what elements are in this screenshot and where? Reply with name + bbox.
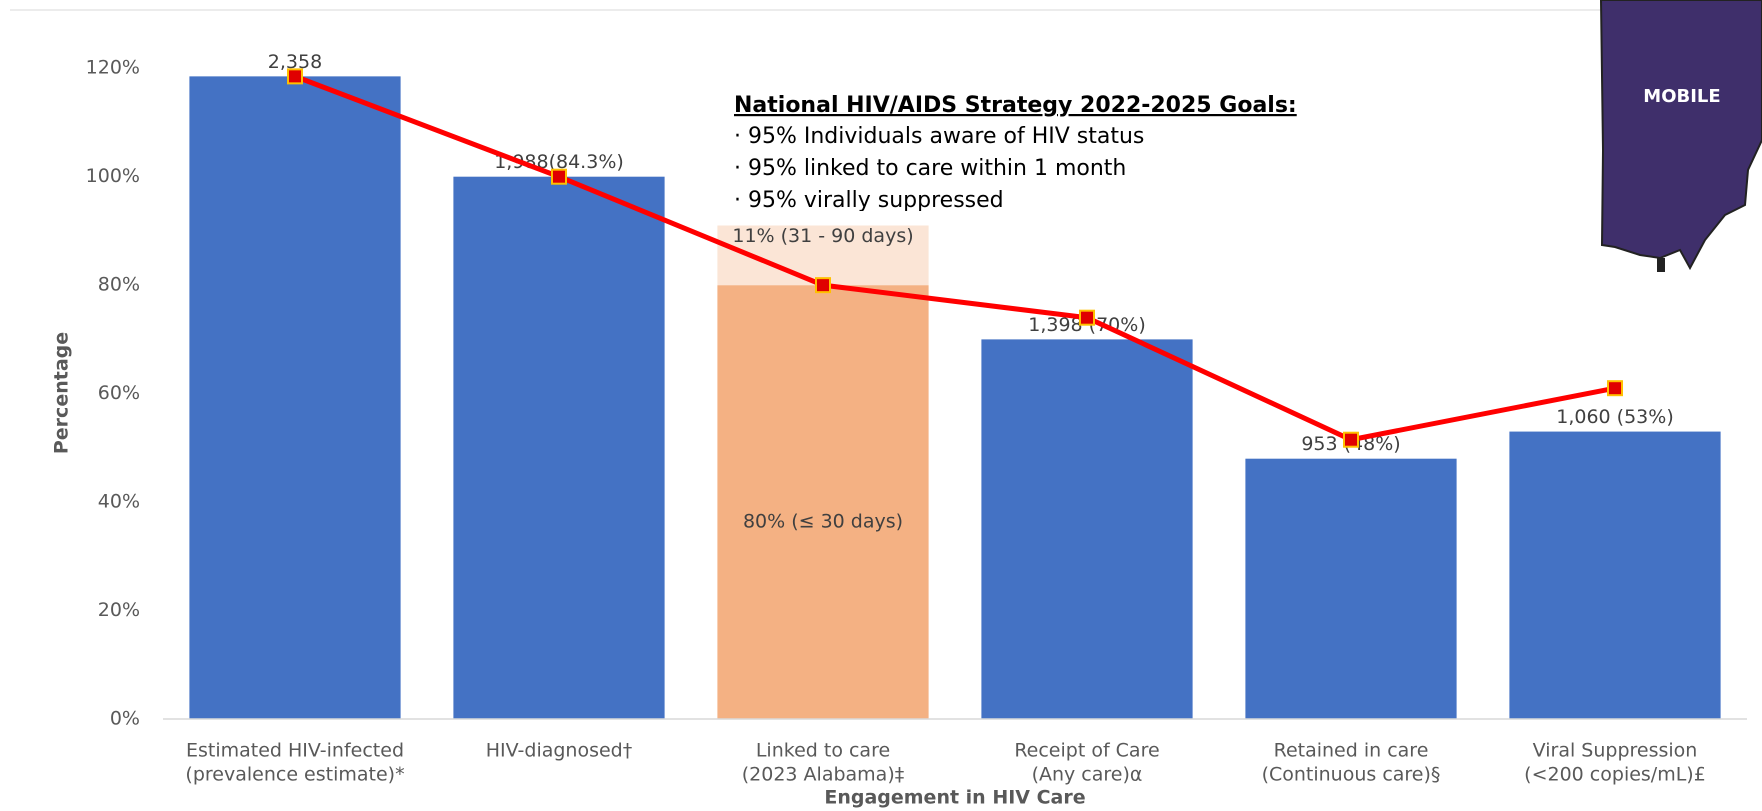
annotation: National HIV/AIDS Strategy 2022-2025 Goa…	[734, 93, 1297, 213]
x-tick-label: Viral Suppression	[1533, 740, 1698, 762]
line	[294, 74, 1616, 443]
y-tick-label: 0%	[110, 708, 140, 730]
y-tick-label: 60%	[98, 382, 140, 404]
map-inset: MOBILE	[1599, 0, 1762, 272]
bar	[1245, 458, 1457, 719]
bar	[189, 76, 401, 720]
x-tick-label: (Continuous care)§	[1262, 764, 1441, 786]
line-marker	[551, 168, 567, 185]
line-marker	[287, 68, 303, 85]
bar	[1509, 431, 1721, 719]
bar	[981, 339, 1193, 719]
x-tick-label: (prevalence estimate)*	[185, 764, 404, 786]
annotation-bullet: · 95% Individuals aware of HIV status	[734, 124, 1144, 149]
line-marker	[815, 277, 831, 294]
data-label: 1,060 (53%)	[1556, 406, 1674, 428]
data-label: 80% (≤ 30 days)	[743, 511, 903, 533]
map-shape	[1599, 0, 1762, 271]
x-tick-label: Retained in care	[1274, 740, 1429, 762]
x-tick-label: Linked to care	[756, 740, 890, 762]
annotation-title: National HIV/AIDS Strategy 2022-2025 Goa…	[734, 93, 1297, 118]
map-label: MOBILE	[1643, 86, 1720, 107]
data-label: 1,988(84.3%)	[494, 151, 624, 173]
annotation-bullet: · 95% linked to care within 1 month	[734, 156, 1126, 181]
data-label: 2,358	[268, 51, 322, 73]
map-shape	[1657, 258, 1665, 272]
y-tick-label: 100%	[86, 165, 140, 187]
x-tick-label: (Any care)α	[1032, 764, 1143, 786]
y-tick-label: 20%	[98, 599, 140, 621]
x-tick-label: Estimated HIV-infected	[186, 740, 404, 762]
line-marker	[1079, 309, 1095, 326]
line-marker	[1343, 431, 1359, 448]
bar	[453, 176, 665, 719]
x-tick-label: (2023 Alabama)‡	[742, 764, 905, 786]
bar	[717, 285, 929, 719]
y-tick-label: 40%	[98, 491, 140, 513]
y-tick-label: 80%	[98, 274, 140, 296]
x-tick-label: (<200 copies/mL)£	[1524, 764, 1706, 786]
x-tick-label: Receipt of Care	[1014, 740, 1159, 762]
y-tick-label: 120%	[86, 57, 140, 79]
data-label: 11% (31 - 90 days)	[732, 225, 913, 247]
line-marker	[1607, 380, 1623, 397]
y-axis-label: Percentage	[51, 332, 73, 454]
x-tick-label: HIV-diagnosed†	[486, 740, 633, 762]
annotation-bullet: · 95% virally suppressed	[734, 188, 1004, 213]
x-axis-label: Engagement in HIV Care	[824, 787, 1085, 809]
